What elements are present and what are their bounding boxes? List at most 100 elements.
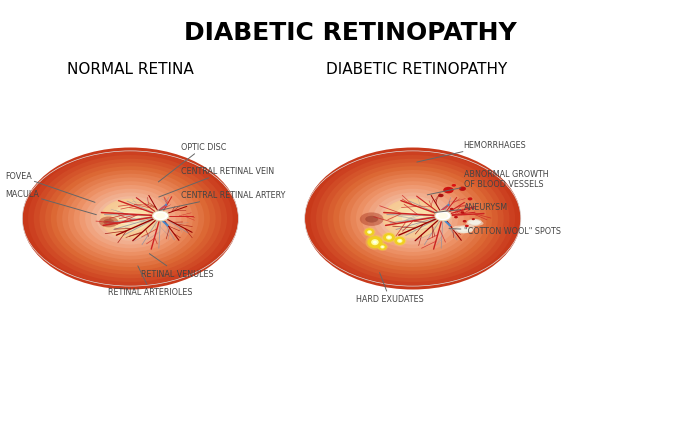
Ellipse shape [28,152,232,286]
Ellipse shape [452,226,468,232]
Ellipse shape [62,174,199,264]
Ellipse shape [120,212,141,226]
Text: ANEURYSM: ANEURYSM [434,203,508,213]
Ellipse shape [453,185,456,186]
Ellipse shape [333,167,492,271]
Ellipse shape [85,189,176,249]
Ellipse shape [365,216,378,223]
Ellipse shape [365,235,384,250]
Ellipse shape [362,186,464,252]
Ellipse shape [344,174,481,264]
Ellipse shape [397,239,402,243]
Ellipse shape [104,219,114,226]
Ellipse shape [377,243,388,251]
Ellipse shape [402,212,424,226]
Ellipse shape [97,197,164,241]
Ellipse shape [304,148,521,290]
Ellipse shape [100,199,160,239]
Ellipse shape [365,229,374,236]
Ellipse shape [379,197,447,241]
Ellipse shape [310,152,515,286]
Ellipse shape [470,221,481,225]
Circle shape [156,213,165,219]
Text: "COTTON WOOL" SPOTS: "COTTON WOOL" SPOTS [449,227,561,236]
Circle shape [438,213,448,219]
Ellipse shape [51,167,210,271]
Ellipse shape [22,148,239,290]
Ellipse shape [111,206,150,232]
Ellipse shape [378,244,387,251]
Ellipse shape [447,188,454,191]
Circle shape [472,219,475,221]
Ellipse shape [316,155,510,283]
Ellipse shape [398,240,401,242]
Circle shape [454,216,458,219]
Ellipse shape [360,213,384,226]
Ellipse shape [470,221,484,226]
Circle shape [443,187,454,194]
Ellipse shape [368,232,371,233]
Ellipse shape [456,227,469,232]
Text: OPTIC DISC: OPTIC DISC [158,143,227,183]
Ellipse shape [322,159,504,279]
Ellipse shape [461,187,466,190]
Circle shape [468,198,472,201]
Circle shape [435,211,451,221]
Ellipse shape [368,237,382,249]
Ellipse shape [108,204,153,234]
Circle shape [465,225,469,228]
Ellipse shape [388,237,391,239]
Text: CENTRAL RETINAL ARTERY: CENTRAL RETINAL ARTERY [159,191,286,211]
Text: RETINAL VENULES: RETINAL VENULES [141,254,214,278]
Ellipse shape [470,198,472,200]
Ellipse shape [34,155,227,283]
Ellipse shape [468,220,480,225]
Ellipse shape [373,241,377,244]
Ellipse shape [380,246,385,249]
Text: FOVEA: FOVEA [5,172,95,203]
Ellipse shape [390,204,435,234]
Ellipse shape [102,201,159,237]
Ellipse shape [384,201,441,237]
Ellipse shape [393,206,432,232]
Ellipse shape [473,219,475,220]
Ellipse shape [394,237,405,245]
Ellipse shape [393,236,407,246]
Ellipse shape [382,247,384,248]
Ellipse shape [368,189,458,249]
Ellipse shape [350,178,475,260]
Ellipse shape [339,170,486,268]
Text: CENTRAL RETINAL VEIN: CENTRAL RETINAL VEIN [159,166,274,198]
Ellipse shape [91,193,170,245]
Text: HEMORRHAGES: HEMORRHAGES [417,141,526,162]
Ellipse shape [440,195,444,197]
Ellipse shape [99,217,118,228]
Text: HARD EXUDATES: HARD EXUDATES [356,273,424,303]
Text: RETINAL ARTERIOLES: RETINAL ARTERIOLES [108,266,192,296]
Ellipse shape [45,163,216,275]
Ellipse shape [79,186,181,252]
Circle shape [463,220,467,223]
Ellipse shape [119,212,141,226]
Circle shape [438,194,444,198]
Circle shape [461,212,464,214]
Text: DIABETIC RETINOPATHY: DIABETIC RETINOPATHY [326,61,507,76]
Circle shape [459,187,466,191]
Ellipse shape [382,233,396,244]
Text: DIABETIC RETINOPATHY: DIABETIC RETINOPATHY [183,21,517,45]
Circle shape [452,184,456,187]
Ellipse shape [457,228,473,233]
Ellipse shape [367,231,372,234]
Circle shape [449,208,454,211]
Ellipse shape [466,226,468,227]
Ellipse shape [467,220,480,225]
Ellipse shape [457,228,473,233]
Ellipse shape [39,159,221,279]
Ellipse shape [454,228,470,234]
Ellipse shape [57,170,204,268]
Ellipse shape [466,222,479,227]
Ellipse shape [363,228,376,237]
Ellipse shape [459,226,475,231]
Ellipse shape [373,193,452,245]
Text: NORMAL RETINA: NORMAL RETINA [67,61,194,76]
